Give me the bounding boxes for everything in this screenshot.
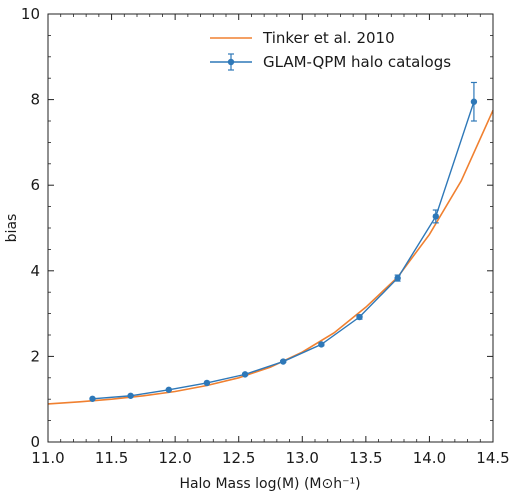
x-tick-label: 11.0 — [31, 449, 64, 467]
x-axis-label: Halo Mass log(M) (M⊙h⁻¹) — [179, 476, 360, 492]
plot-frame — [47, 13, 494, 443]
x-tick-label: 13.5 — [349, 449, 382, 467]
axis-ticks: 11.0 11.5 12.0 12.5 13.0 13.5 14.0 14.5 0 2 4 6 8 10 — [21, 5, 510, 467]
y-axis-label: bias — [4, 214, 20, 243]
data-point — [241, 371, 249, 378]
series-layer — [47, 81, 494, 405]
y-tick-label: 0 — [30, 433, 40, 451]
data-point — [394, 274, 401, 282]
data-point — [89, 395, 96, 402]
y-tick-label: 2 — [30, 347, 40, 365]
data-point — [356, 313, 363, 321]
legend-label-tinker: Tinker et al. 2010 — [262, 29, 395, 47]
y-tick-label: 8 — [30, 91, 40, 109]
x-tick-label: 14.0 — [413, 449, 446, 467]
series-line-tinker — [47, 109, 494, 405]
legend-label-glam: GLAM-QPM halo catalogs — [263, 53, 451, 71]
y-tick-label: 6 — [30, 176, 40, 194]
data-point — [165, 386, 172, 393]
legend-swatch-glam-marker — [227, 58, 235, 66]
x-tick-label: 14.5 — [476, 449, 509, 467]
x-tick-label: 12.0 — [158, 449, 191, 467]
data-point — [470, 98, 478, 105]
data-point — [127, 392, 134, 399]
x-tick-label: 12.5 — [222, 449, 255, 467]
x-tick-label: 13.0 — [286, 449, 319, 467]
data-point — [318, 341, 325, 348]
legend: Tinker et al. 2010 GLAM-QPM halo catalog… — [210, 29, 451, 71]
y-tick-label: 10 — [21, 5, 40, 23]
x-tick-label: 11.5 — [95, 449, 128, 467]
data-point — [432, 213, 439, 220]
data-point — [280, 358, 287, 365]
y-tick-label: 4 — [30, 262, 40, 280]
data-point — [203, 379, 211, 387]
